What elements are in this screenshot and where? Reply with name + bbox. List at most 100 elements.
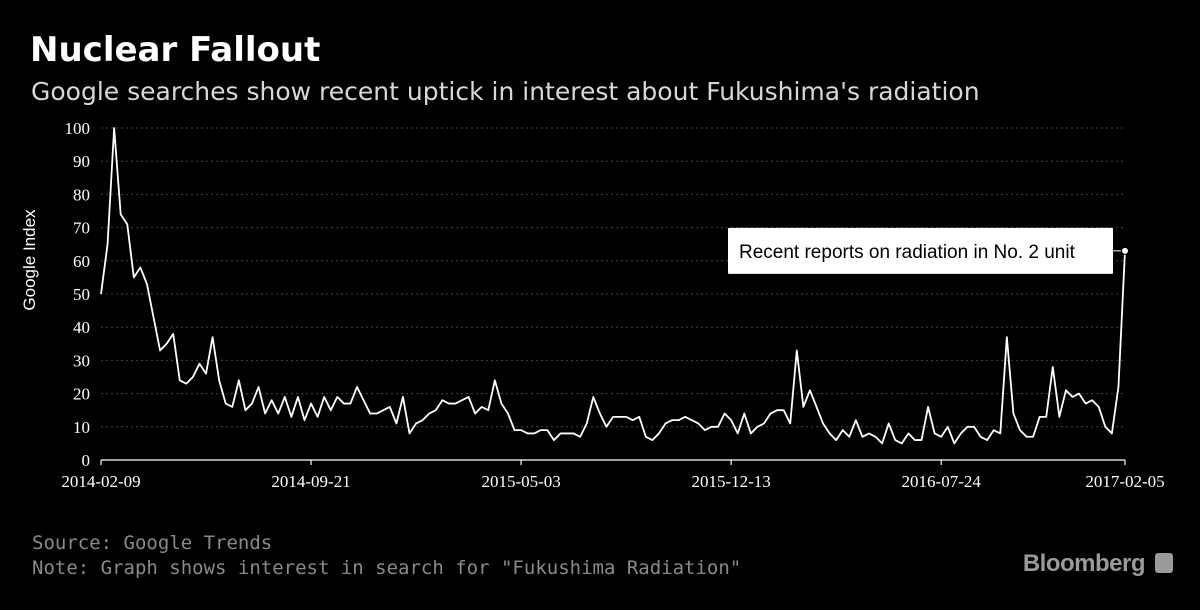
data-point [435, 410, 436, 411]
data-point [501, 403, 502, 404]
x-axis: 2014-02-09 2014-09-21 2015-05-03 2015-12-13… [61, 459, 1165, 491]
data-point [855, 420, 856, 421]
data-point [488, 410, 489, 411]
data-point [731, 420, 732, 421]
data-point [882, 443, 883, 444]
data-point [514, 430, 515, 431]
data-point [481, 406, 482, 407]
data-point [645, 436, 646, 437]
x-tick-label: 2015-05-03 [481, 472, 560, 491]
data-point [737, 433, 738, 434]
data-point [849, 436, 850, 437]
data-point [297, 396, 298, 397]
footnote: Note: Graph shows interest in search for… [32, 557, 742, 579]
data-point [711, 426, 712, 427]
data-point [429, 413, 430, 414]
y-tick-label: 20 [73, 385, 90, 404]
data-point [547, 430, 548, 431]
data-point [494, 380, 495, 381]
data-point [908, 433, 909, 434]
data-point [665, 423, 666, 424]
data-point [672, 420, 673, 421]
data-point [225, 403, 226, 404]
data-point [199, 363, 200, 364]
data-point [639, 416, 640, 417]
data-point [206, 373, 207, 374]
data-point [173, 333, 174, 334]
data-point [796, 350, 797, 351]
data-point [330, 410, 331, 411]
data-point [238, 380, 239, 381]
y-tick-label: 40 [73, 318, 90, 337]
data-point [160, 350, 161, 351]
data-point [1052, 367, 1053, 368]
y-tick-labels: 0 10 20 30 40 50 60 70 80 90 100 [65, 119, 91, 470]
data-point [1072, 396, 1073, 397]
data-point [790, 423, 791, 424]
data-point [783, 410, 784, 411]
data-point [114, 128, 115, 129]
data-point [960, 433, 961, 434]
data-point [934, 433, 935, 434]
data-point [869, 433, 870, 434]
data-point [370, 413, 371, 414]
data-point [409, 433, 410, 434]
data-point [573, 433, 574, 434]
data-point [363, 400, 364, 401]
data-point [967, 426, 968, 427]
annotation-text: Recent reports on radiation in No. 2 uni… [739, 242, 1076, 263]
data-point [140, 267, 141, 268]
data-point [376, 413, 377, 414]
data-point [613, 416, 614, 417]
data-point [534, 433, 535, 434]
data-point [343, 403, 344, 404]
data-point [1026, 436, 1027, 437]
data-point [678, 420, 679, 421]
data-point [842, 430, 843, 431]
data-point [770, 413, 771, 414]
data-point [744, 413, 745, 414]
data-point [829, 433, 830, 434]
data-point [567, 433, 568, 434]
data-point [928, 406, 929, 407]
data-point [947, 426, 948, 427]
data-point [232, 406, 233, 407]
data-point [422, 420, 423, 421]
y-tick-label: 100 [65, 119, 91, 138]
data-point [1000, 433, 1001, 434]
data-point [317, 416, 318, 417]
data-point [993, 430, 994, 431]
data-point [212, 337, 213, 338]
data-point [1033, 436, 1034, 437]
data-point [357, 386, 358, 387]
data-point [245, 410, 246, 411]
data-point [1092, 400, 1093, 401]
data-point [888, 423, 889, 424]
data-point [101, 294, 102, 295]
data-point [586, 423, 587, 424]
data-point [127, 224, 128, 225]
data-point [146, 284, 147, 285]
data-point [652, 440, 653, 441]
data-point [507, 413, 508, 414]
data-point [980, 436, 981, 437]
data-point [251, 403, 252, 404]
data-point [192, 377, 193, 378]
data-point [186, 383, 187, 384]
data-point [691, 420, 692, 421]
data-point [442, 400, 443, 401]
data-point [1019, 430, 1020, 431]
data-point [219, 380, 220, 381]
data-point [416, 423, 417, 424]
data-point [324, 396, 325, 397]
annotation-marker [1121, 246, 1129, 255]
data-point [120, 214, 121, 215]
data-point [560, 433, 561, 434]
x-tick-label: 2014-02-09 [61, 472, 140, 491]
data-point [816, 406, 817, 407]
data-point [862, 436, 863, 437]
data-point [718, 426, 719, 427]
source-note: Source: Google Trends [32, 532, 273, 554]
annotation-callout: Recent reports on radiation in No. 2 uni… [728, 227, 1129, 274]
data-point [704, 430, 705, 431]
